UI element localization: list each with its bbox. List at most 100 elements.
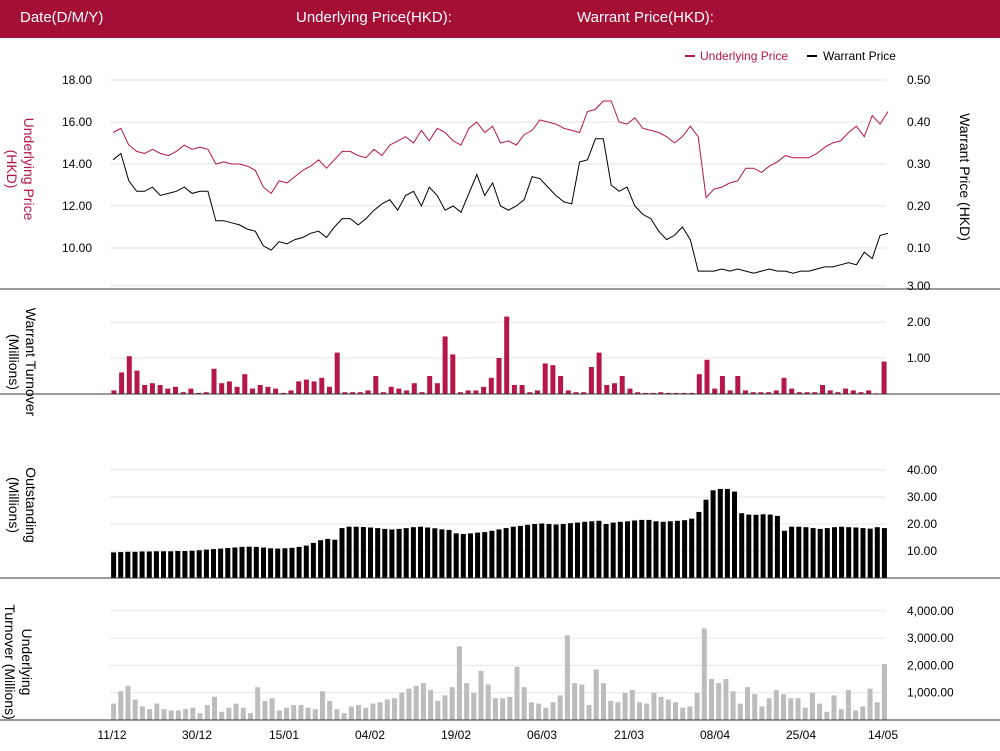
warrant-turnover-bar bbox=[735, 376, 741, 394]
warrant-turnover-bar bbox=[419, 392, 425, 394]
x-axis-date-label: 25/04 bbox=[786, 728, 816, 742]
outstanding-bar bbox=[146, 551, 152, 578]
warrant-turnover-bar bbox=[334, 352, 340, 394]
warrant-turnover-bar bbox=[835, 392, 841, 394]
warrant-turnover-bar bbox=[234, 386, 240, 394]
legend-underlying-label: Underlying Price bbox=[700, 49, 788, 63]
underlying-turnover-bar bbox=[276, 710, 282, 720]
warrant-turnover-bar bbox=[527, 392, 533, 394]
right-axis-tick-label: 0.50 bbox=[907, 73, 931, 87]
warrant-turnover-bar bbox=[365, 390, 371, 394]
outstanding-bar bbox=[403, 528, 409, 579]
outstanding-bar bbox=[303, 545, 309, 578]
outstanding-bar bbox=[318, 540, 324, 578]
warrant-turnover-bar bbox=[750, 392, 756, 394]
warrant-turnover-bar bbox=[704, 359, 710, 394]
underlying-turnover-bar bbox=[420, 683, 426, 720]
warrant-price-axis-label: Warrant Price (HKD) bbox=[957, 113, 973, 241]
underlying-turnover-bar bbox=[557, 695, 563, 720]
underlying-turnover-bar bbox=[284, 707, 289, 720]
warrant-turnover-bar bbox=[558, 376, 564, 394]
right-axis-tick-label: 0.20 bbox=[907, 199, 931, 213]
warrant-turnover-bar bbox=[827, 390, 833, 394]
x-axis-date-label: 21/03 bbox=[614, 728, 644, 742]
outstanding-bar bbox=[153, 551, 159, 578]
outstanding-tick-label: 10.00 bbox=[907, 544, 937, 558]
underlying-turnover-bar bbox=[737, 703, 743, 720]
outstanding-bar bbox=[496, 529, 502, 578]
underlying-turnover-bar bbox=[464, 683, 470, 720]
outstanding-bar bbox=[732, 491, 737, 578]
warrant-turnover-bar bbox=[242, 374, 248, 394]
warrant-turnover-bar bbox=[681, 392, 687, 394]
outstanding-bar bbox=[767, 514, 773, 579]
underlying-turnover-bar bbox=[629, 690, 635, 720]
outstanding-bar bbox=[867, 528, 873, 578]
underlying-turnover-bar bbox=[456, 646, 462, 720]
outstanding-bar bbox=[332, 539, 338, 578]
outstanding-bar bbox=[453, 533, 459, 578]
outstanding-bar bbox=[739, 513, 745, 578]
outstanding-bar bbox=[596, 520, 602, 578]
outstanding-bar bbox=[139, 551, 145, 578]
outstanding-bar bbox=[703, 499, 709, 578]
outstanding-bar bbox=[625, 521, 630, 578]
underlying-turnover-bar bbox=[817, 703, 823, 720]
underlying-turnover-bar bbox=[550, 702, 556, 720]
outstanding-bar bbox=[425, 527, 431, 578]
warrant-turnover-bar bbox=[396, 388, 402, 394]
underlying-turnover-bar bbox=[147, 709, 153, 720]
underlying-turnover-bar bbox=[644, 703, 650, 720]
x-axis-date-label: 04/02 bbox=[355, 728, 385, 742]
warrant-turnover-bar bbox=[226, 381, 232, 394]
outstanding-bar bbox=[253, 546, 259, 578]
outstanding-bar bbox=[603, 524, 609, 578]
warrant-turnover-bar bbox=[843, 388, 849, 394]
warrant-turnover-bar bbox=[504, 316, 510, 394]
warrant-turnover-bar bbox=[450, 354, 456, 394]
underlying-turnover-bar bbox=[824, 711, 830, 720]
warrant-turnover-bar bbox=[820, 385, 825, 394]
underlying-turnover-tick-label: 2,000.00 bbox=[907, 658, 954, 672]
warrant-turnover-bar bbox=[203, 392, 209, 394]
warrant-turnover-bar bbox=[296, 381, 302, 394]
outstanding-bar bbox=[653, 521, 659, 578]
underlying-turnover-bar bbox=[795, 698, 801, 720]
underlying-turnover-bar bbox=[312, 709, 318, 720]
outstanding-bar bbox=[525, 524, 531, 578]
warrant-turnover-bar bbox=[573, 392, 579, 394]
outstanding-axis-label: Outstanding(Millions) bbox=[6, 467, 39, 543]
underlying-turnover-bar bbox=[219, 711, 225, 720]
warrant-turnover-bar bbox=[881, 361, 887, 394]
underlying-turnover-bar bbox=[240, 707, 246, 720]
outstanding-bar bbox=[510, 526, 516, 578]
underlying-turnover-axis-label: UnderlyingTurnover (Millions) bbox=[2, 604, 35, 719]
outstanding-bar bbox=[375, 528, 381, 579]
warrant-turnover-bar bbox=[696, 374, 702, 394]
left-axis-tick-label: 18.00 bbox=[62, 73, 92, 87]
outstanding-bar bbox=[860, 528, 866, 579]
warrant-turnover-bar bbox=[157, 385, 163, 394]
warrant-turnover-bar bbox=[126, 356, 132, 394]
warrant-turnover-bar bbox=[758, 392, 764, 394]
underlying-turnover-bar bbox=[348, 706, 354, 721]
warrant-turnover-bar bbox=[596, 352, 602, 394]
underlying-turnover-bar bbox=[255, 687, 261, 720]
underlying-turnover-tick-label: 1,000.00 bbox=[907, 686, 954, 700]
outstanding-bar bbox=[746, 514, 752, 579]
warrant-turnover-bar bbox=[719, 376, 725, 394]
outstanding-bar bbox=[817, 528, 823, 578]
outstanding-bar bbox=[846, 527, 852, 578]
warrant-turnover-bar bbox=[650, 392, 656, 394]
outstanding-bar bbox=[460, 534, 466, 578]
outstanding-bar bbox=[532, 524, 538, 578]
warrant-turnover-bar bbox=[280, 392, 286, 394]
underlying-turnover-bar bbox=[773, 690, 779, 720]
underlying-turnover-bar bbox=[572, 683, 578, 720]
legend-warrant-label: Warrant Price bbox=[823, 49, 896, 63]
underlying-turnover-bar bbox=[363, 707, 369, 720]
outstanding-bar bbox=[446, 529, 452, 578]
underlying-turnover-bar bbox=[139, 706, 145, 721]
outstanding-bar bbox=[196, 550, 202, 578]
outstanding-bar bbox=[760, 514, 766, 578]
